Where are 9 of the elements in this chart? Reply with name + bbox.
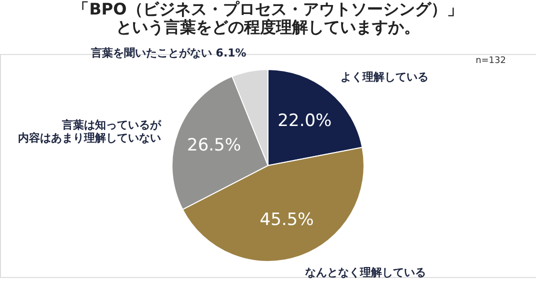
slice-label: 言葉を聞いたことがない 6.1% <box>90 46 246 60</box>
slice-label: よく理解している <box>340 70 429 84</box>
chart-title: 「BPO（ビジネス・プロセス・アウトソーシング）」という言葉をどの程度理解していますか。 <box>73 0 463 37</box>
data-label: 26.5% <box>187 135 242 156</box>
slice-label: なんとなく理解している <box>305 266 426 280</box>
slice-label: 言葉は知っているが内容はあまり理解していない <box>18 118 162 145</box>
text: n=132 <box>476 56 506 66</box>
data-label: 45.5% <box>260 210 314 230</box>
data-label: 22.0% <box>278 111 332 132</box>
